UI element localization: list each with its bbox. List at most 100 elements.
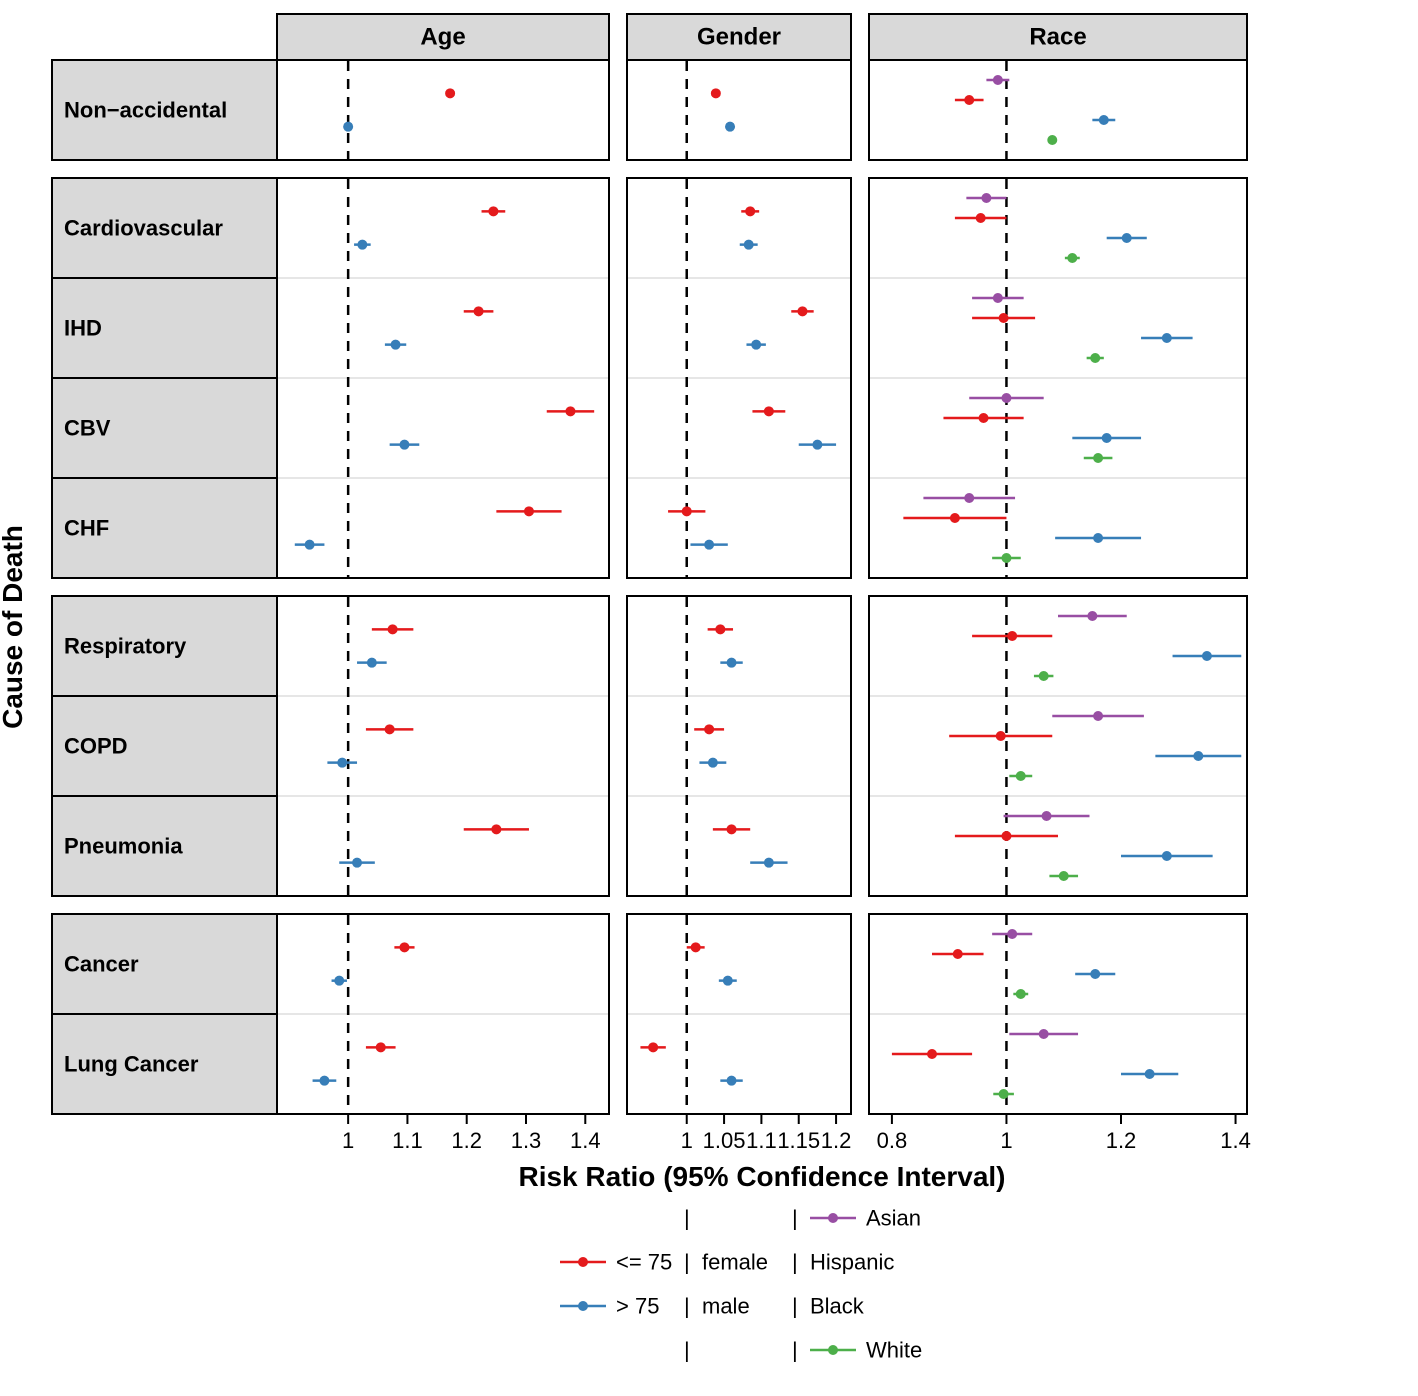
point-estimate [704,540,714,550]
point-estimate [445,88,455,98]
point-estimate [964,493,974,503]
x-tick-label: 1.2 [451,1128,482,1153]
facet-header-label: Race [1029,24,1086,51]
point-estimate [976,213,986,223]
point-estimate [999,1089,1009,1099]
point-estimate [1059,871,1069,881]
x-tick-label: 1.3 [511,1128,542,1153]
legend-separator: | [792,1250,798,1275]
point-estimate [357,240,367,250]
legend-separator: | [684,1338,690,1363]
point-estimate [1016,771,1026,781]
point-estimate [352,858,362,868]
point-estimate [981,193,991,203]
facet-header-label: Gender [697,24,781,51]
point-estimate [711,88,721,98]
panel [627,596,851,896]
point-estimate [725,122,735,132]
point-estimate [1162,851,1172,861]
point-estimate [727,824,737,834]
point-estimate [993,293,1003,303]
legend-separator: | [684,1206,690,1231]
x-tick-label: 1.05 [703,1128,746,1153]
legend-label: > 75 [616,1294,659,1319]
x-tick-label: 0.8 [877,1128,908,1153]
legend-separator: | [792,1206,798,1231]
point-estimate [1099,115,1109,125]
point-estimate [950,513,960,523]
point-estimate [1039,1029,1049,1039]
point-estimate [1001,831,1011,841]
point-estimate [388,624,398,634]
point-estimate [385,724,395,734]
point-estimate [1001,393,1011,403]
point-estimate [337,758,347,768]
x-tick-label: 1 [681,1128,693,1153]
legend-swatch-point [578,1301,588,1311]
point-estimate [399,942,409,952]
point-estimate [727,1076,737,1086]
point-estimate [376,1042,386,1052]
legend-swatch-point [828,1345,838,1355]
x-axis-title: Risk Ratio (95% Confidence Interval) [518,1161,1005,1192]
point-estimate [964,95,974,105]
point-estimate [399,440,409,450]
x-tick-label: 1 [1000,1128,1012,1153]
x-tick-label: 1.2 [1106,1128,1137,1153]
point-estimate [648,1042,658,1052]
point-estimate [1122,233,1132,243]
x-tick-label: 1 [342,1128,354,1153]
point-estimate [1007,631,1017,641]
point-estimate [1067,253,1077,263]
point-estimate [305,540,315,550]
point-estimate [1039,671,1049,681]
point-estimate [953,949,963,959]
point-estimate [1087,611,1097,621]
legend-label: Asian [866,1206,921,1231]
legend-separator: | [792,1294,798,1319]
point-estimate [343,122,353,132]
point-estimate [1001,553,1011,563]
row-label: CBV [64,416,111,441]
legend-label: Black [810,1294,865,1319]
point-estimate [1047,135,1057,145]
point-estimate [1145,1069,1155,1079]
point-estimate [491,824,501,834]
point-estimate [745,206,755,216]
panel [869,60,1247,160]
point-estimate [1193,751,1203,761]
x-tick-label: 1.1 [392,1128,423,1153]
legend-separator: | [684,1250,690,1275]
point-estimate [797,306,807,316]
legend-label: female [702,1250,768,1275]
point-estimate [927,1049,937,1059]
legend-label: White [866,1338,922,1363]
point-estimate [1093,711,1103,721]
panel [627,60,851,160]
point-estimate [1162,333,1172,343]
point-estimate [682,506,692,516]
legend-label: <= 75 [616,1250,672,1275]
point-estimate [999,313,1009,323]
point-estimate [751,340,761,350]
x-tick-label: 1.4 [1220,1128,1251,1153]
point-estimate [996,731,1006,741]
row-label: Respiratory [64,634,187,659]
facet-header-label: Age [420,24,465,51]
point-estimate [727,658,737,668]
point-estimate [708,758,718,768]
point-estimate [1016,989,1026,999]
panel [277,60,609,160]
point-estimate [691,942,701,952]
legend-swatch-point [828,1213,838,1223]
x-tick-label: 1.1 [746,1128,777,1153]
point-estimate [723,976,733,986]
point-estimate [715,624,725,634]
point-estimate [319,1076,329,1086]
row-label: Pneumonia [64,834,183,859]
row-label: Cancer [64,952,139,977]
point-estimate [1202,651,1212,661]
point-estimate [334,976,344,986]
point-estimate [1102,433,1112,443]
row-label: IHD [64,316,102,341]
